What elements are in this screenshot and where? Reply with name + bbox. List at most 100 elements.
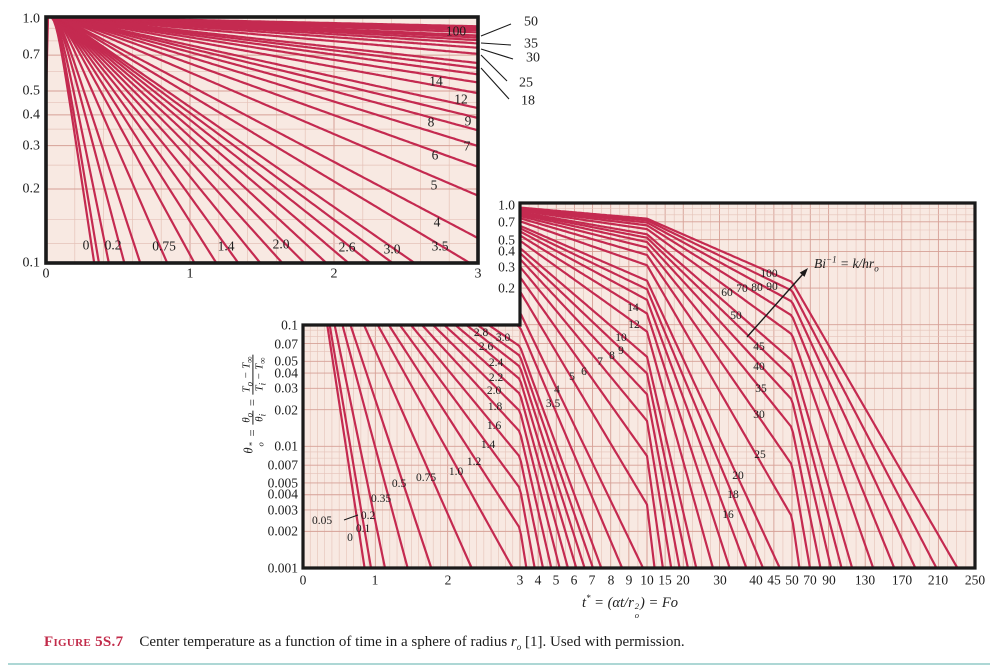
y-axis-tick-label: 0.005 [268,476,299,491]
curve-line [46,17,218,263]
curve-line [46,17,142,263]
curve-line [46,17,478,65]
x-axis-tick-label: 4 [535,573,542,588]
x-axis-tick-label: 170 [892,573,913,588]
bi-inverse-annotation: Bi−1 = k/hro [814,254,879,274]
curve-label: 2.0 [487,385,502,397]
x-axis-tick-label: 2 [445,573,452,588]
figure-caption-text: Center temperature as a function of time… [139,634,685,652]
curve-label: 20 [732,470,744,482]
inset-x-tick-label: 1 [187,267,194,282]
curve-line [46,17,417,263]
curve-label: 25 [754,449,766,461]
inset-curve-label: 100 [446,24,467,39]
x-axis-tick-label: 5 [553,573,560,588]
leader-line [480,67,510,100]
x-axis-tick-label: 250 [965,573,986,588]
curve-label: 1.6 [487,420,502,432]
x-axis-tick-label: 15 [658,573,672,588]
y-axis-tick-label: 0.05 [274,354,298,369]
x-axis-tick-label: 1 [372,573,379,588]
inset-right-curve-label: 30 [526,51,540,66]
curve-line [46,17,306,263]
leader-line [480,54,508,82]
inset-curve-label: 9 [465,114,472,129]
annotation-lines [343,23,514,521]
curve-label: 7 [597,356,603,368]
curve-label: 0.1 [356,523,371,535]
inset-curve-label: 1.4 [218,239,235,254]
curve-line [46,17,478,95]
y-axis-tick-label: 0.2 [498,281,515,296]
curve-label: 6 [581,366,587,378]
curve-label: 12 [628,319,640,331]
inset-y-tick-label: 0.5 [23,84,41,99]
curve-label: 0 [347,532,353,544]
inset-curve-label: 6 [432,148,439,163]
arrow-shaft [746,273,804,338]
figure-caption: Figure 5S.7 Center temperature as a funct… [44,634,974,652]
inset-curve-label: 12 [454,92,468,107]
y-axis-tick-label: 0.7 [498,215,515,230]
figure-caption-label: Figure 5S.7 [44,634,124,650]
curve-line [46,17,126,263]
bottom-divider-rule [8,663,990,665]
inset-curve-label: 5 [431,178,438,193]
curve-label: 80 [751,282,763,294]
y-axis-tick-label: 0.004 [268,487,299,502]
curve-label: 5 [569,371,575,383]
curve-line [46,17,169,263]
x-axis-tick-label: 90 [822,573,836,588]
x-axis-tick-label: 45 [767,573,781,588]
inset-curve-label: 0.2 [105,238,122,253]
curve-line [46,17,110,263]
curve-label: 8 [609,350,615,362]
curve-label: 30 [753,409,765,421]
axis-and-curve-labels: 0 1 2 3 4 5 6 7 8 9 10 15 20 30 40 45 50 70 90 130 170 210 250… [23,12,986,588]
curve-label: 35 [755,383,767,395]
curve-label: 1.2 [467,456,482,468]
leader-line [343,514,359,521]
curve-label: 18 [727,489,739,501]
curve-line [46,17,478,197]
curve-label: 0.75 [416,472,436,484]
curve-label: 90 [766,281,778,293]
curve-label: 70 [736,283,748,295]
y-axis-tick-label: 0.003 [268,503,299,518]
curve-label: 45 [753,341,765,353]
y-axis-tick-label: 0.5 [498,233,515,248]
curve-label: 1.0 [449,466,464,478]
curve-label: 60 [721,287,733,299]
y-axis-tick-label: 1.0 [498,198,515,213]
leader-line [480,42,512,46]
x-axis-tick-label: 70 [803,573,817,588]
y-axis-tick-label: 0.002 [268,524,298,539]
curve-label: 1.8 [488,401,503,413]
y-axis-tick-label: 0.007 [268,458,299,473]
curve-label: 40 [753,361,765,373]
curve-label: 1.4 [481,439,496,451]
curve-line [46,17,472,263]
inset-y-tick-label: 0.7 [23,48,41,63]
y-axis-tick-label: 0.3 [498,260,515,275]
curve-line [46,17,395,263]
curve-line [46,17,240,263]
leader-line [480,48,514,60]
inset-curve-label: 7 [464,139,471,154]
inset-right-curve-label: 18 [521,94,535,109]
inset-curve-label: 2.0 [273,237,290,252]
x-axis-tick-label: 0 [300,573,307,588]
inset-right-curve-label: 35 [524,37,538,52]
x-axis-tick-label: 210 [928,573,949,588]
y-axis-tick-label: 0.04 [274,366,298,381]
curve-line [46,17,478,132]
bi-direction-arrow [746,268,808,338]
curve-line [46,17,262,263]
leader-line [480,23,512,37]
curve-line [46,17,284,263]
x-axis-tick-label: 3 [517,573,524,588]
inset-y-tick-label: 0.1 [23,256,41,271]
curve-line [46,17,373,263]
